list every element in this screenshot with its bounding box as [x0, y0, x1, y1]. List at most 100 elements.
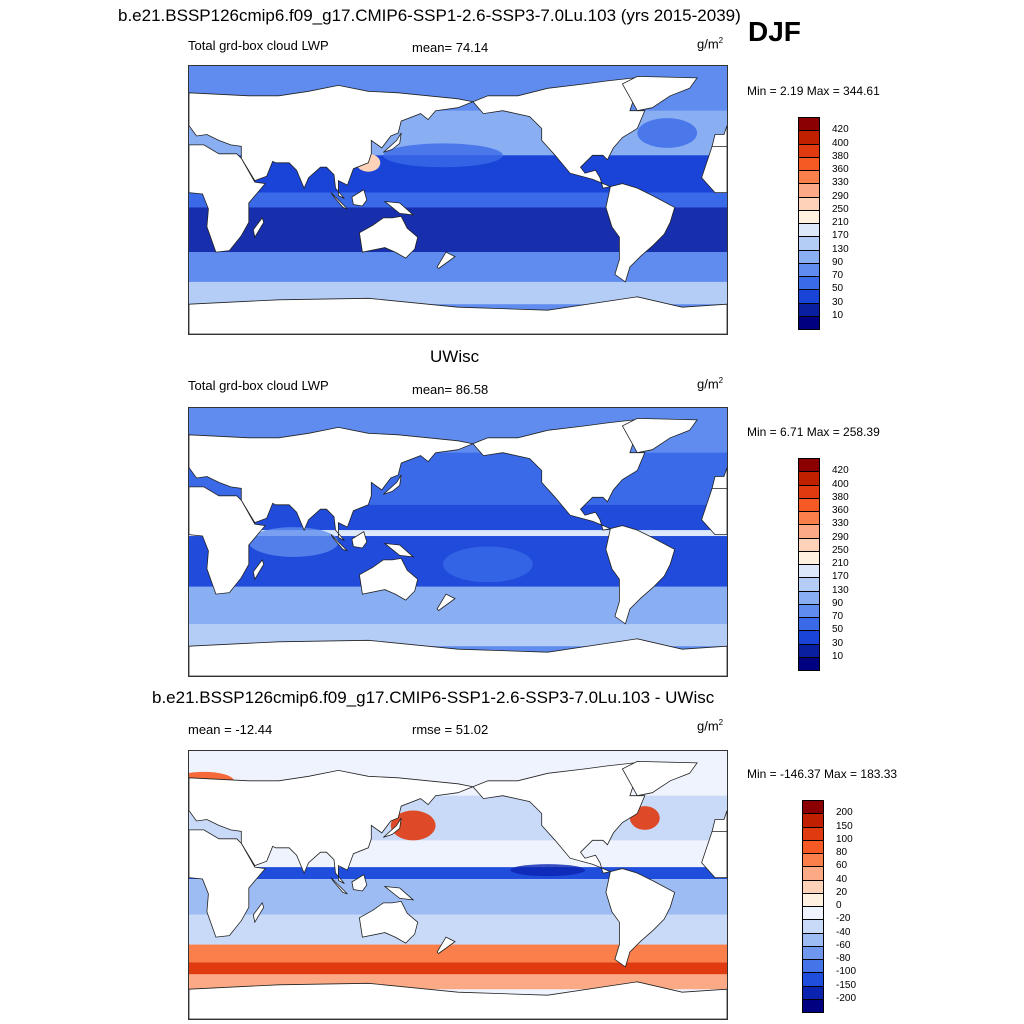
colorbar-tick-label: 250 — [832, 544, 849, 556]
land-mask — [189, 417, 727, 676]
panel2-colorbar: 420 400 380 360 330 290 250 210 170 130 90 70 50 30 10 — [798, 458, 878, 671]
continent-africa_w — [701, 488, 727, 535]
colorbar-tick-label: 420 — [832, 124, 849, 136]
colorbar-tick-label: 90 — [832, 597, 844, 609]
colorbar-tick-label: 70 — [832, 611, 844, 622]
colorbar-tick-label: 210 — [832, 217, 849, 228]
continent-nz — [436, 251, 456, 270]
colorbar-tick-label: 0 — [836, 900, 842, 911]
continent-nz — [436, 936, 456, 955]
field-band — [189, 962, 727, 975]
colorbar-tick-label: 380 — [832, 150, 849, 162]
continent-africa — [189, 829, 266, 938]
panel1-colorbar: 420 400 380 360 330 290 250 210 170 130 90 70 50 30 10 — [798, 117, 878, 330]
colorbar-tick-label: 30 — [832, 296, 844, 308]
colorbar-swatch — [802, 813, 824, 828]
continent-africa_w — [701, 146, 727, 193]
continent-eurasia — [189, 426, 475, 541]
colorbar-swatch — [802, 839, 824, 854]
colorbar-swatch — [802, 972, 824, 987]
field-band — [189, 252, 727, 282]
continent-australia — [358, 215, 419, 259]
colorbar-tick-label: 360 — [832, 164, 849, 175]
panel2-mean-label: mean= 86.58 — [412, 382, 489, 397]
colorbar-tick-label: 80 — [836, 847, 848, 858]
colorbar-tick-label: -20 — [836, 913, 851, 925]
colorbar-tick-label: -60 — [836, 939, 851, 951]
colorbar-tick-label: 330 — [832, 518, 849, 530]
colorbar-tick-label: -200 — [836, 992, 857, 1004]
continent-samerica — [605, 868, 676, 968]
panel3-colorbar: 200 150 100 80 60 40 20 0 -20 -40 -60 -80 -100 -150 -2… — [802, 800, 882, 1013]
panel2-map — [188, 407, 728, 677]
continent-namerica — [472, 419, 646, 531]
continent-newguinea — [383, 200, 415, 216]
colorbar-swatch — [802, 998, 824, 1013]
colorbar-swatch — [798, 315, 820, 330]
colorbar-swatch — [798, 484, 820, 499]
colorbar-tick-label: 400 — [832, 478, 849, 490]
colorbar-swatch — [798, 603, 820, 618]
continent-samerica — [605, 183, 676, 283]
panel1-variable-label: Total grd-box cloud LWP — [188, 38, 329, 53]
colorbar-swatch — [798, 249, 820, 264]
colorbar-tick-label: 380 — [832, 491, 849, 503]
continent-madagascar — [252, 902, 265, 924]
continent-africa — [189, 144, 266, 253]
colorbar-swatch — [798, 236, 820, 251]
panel2-minmax: Min = 6.71 Max = 258.39 — [747, 425, 880, 439]
continent-greenland — [621, 75, 698, 112]
colorbar-swatch — [798, 196, 820, 211]
colorbar-tick-label: 210 — [832, 558, 849, 569]
colorbar-tick-label: 20 — [836, 886, 848, 898]
colorbar-swatch — [798, 170, 820, 185]
colorbar-swatch — [802, 959, 824, 974]
continent-africa_w — [701, 831, 727, 878]
colorbar-tick-label: 360 — [832, 505, 849, 516]
colorbar-swatch — [802, 879, 824, 894]
colorbar-tick-label: 200 — [836, 807, 853, 819]
continent-japan — [383, 817, 402, 838]
colorbar-tick-label: -40 — [836, 926, 851, 938]
continent-newguinea — [383, 542, 415, 558]
colorbar-swatch — [798, 524, 820, 539]
field-band — [189, 530, 727, 537]
colorbar-tick-label: 420 — [832, 465, 849, 477]
colorbar-tick-label: 10 — [832, 309, 844, 321]
continent-borneo — [351, 530, 368, 549]
field-feature — [383, 143, 503, 168]
continent-newguinea — [383, 885, 415, 901]
colorbar-swatch — [798, 183, 820, 198]
continent-sumatra — [330, 534, 348, 552]
colorbar-swatch — [798, 223, 820, 238]
continent-namerica — [472, 77, 646, 189]
colorbar-swatch — [798, 302, 820, 317]
colorbar-tick-label: -80 — [836, 953, 851, 964]
colorbar-swatch — [798, 289, 820, 304]
colorbar-swatch — [798, 262, 820, 277]
season-label: DJF — [748, 16, 801, 47]
continent-antarctica — [189, 296, 727, 334]
colorbar-swatch — [798, 156, 820, 171]
colorbar-tick-label: 150 — [836, 820, 853, 832]
continent-australia — [358, 900, 419, 944]
colorbar-tick-label: -150 — [836, 979, 857, 991]
continent-eurasia — [189, 769, 475, 884]
colorbar-swatch — [802, 892, 824, 907]
continent-sumatra — [330, 192, 348, 210]
map-canvas — [189, 751, 727, 1019]
colorbar-swatch — [798, 143, 820, 158]
colorbar-swatch — [802, 919, 824, 934]
continent-japan — [383, 132, 402, 153]
colorbar-tick-label: 10 — [832, 650, 844, 662]
colorbar-swatch — [798, 590, 820, 605]
continent-australia — [358, 557, 419, 601]
continent-greenland — [621, 417, 698, 454]
colorbar-tick-label: 50 — [832, 624, 844, 636]
field-band — [189, 944, 727, 963]
colorbar-tick-label: 90 — [832, 256, 844, 268]
colorbar-swatch — [798, 656, 820, 671]
colorbar-swatch — [798, 511, 820, 526]
colorbar-swatch — [798, 643, 820, 658]
colorbar-swatch — [798, 617, 820, 632]
